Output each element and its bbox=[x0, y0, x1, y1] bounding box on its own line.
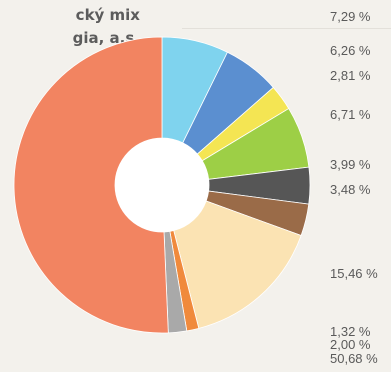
percent-label-2: 6,26 % bbox=[330, 43, 371, 58]
percent-label-9: 2,00 % bbox=[330, 337, 371, 352]
percent-label-1: 7,29 % bbox=[330, 9, 371, 24]
title-line-1: cký mix bbox=[75, 6, 140, 24]
percent-label-8: 1,32 % bbox=[330, 324, 371, 339]
percent-label-6: 3,48 % bbox=[330, 182, 371, 197]
percent-label-4: 6,71 % bbox=[330, 107, 371, 122]
legend-panel-border bbox=[182, 28, 391, 29]
percent-label-5: 3,99 % bbox=[330, 157, 371, 172]
percent-label-3: 2,81 % bbox=[330, 68, 371, 83]
donut-hole bbox=[115, 138, 209, 232]
percent-label-7: 15,46 % bbox=[330, 266, 378, 281]
percent-label-10: 50,68 % bbox=[330, 351, 378, 366]
